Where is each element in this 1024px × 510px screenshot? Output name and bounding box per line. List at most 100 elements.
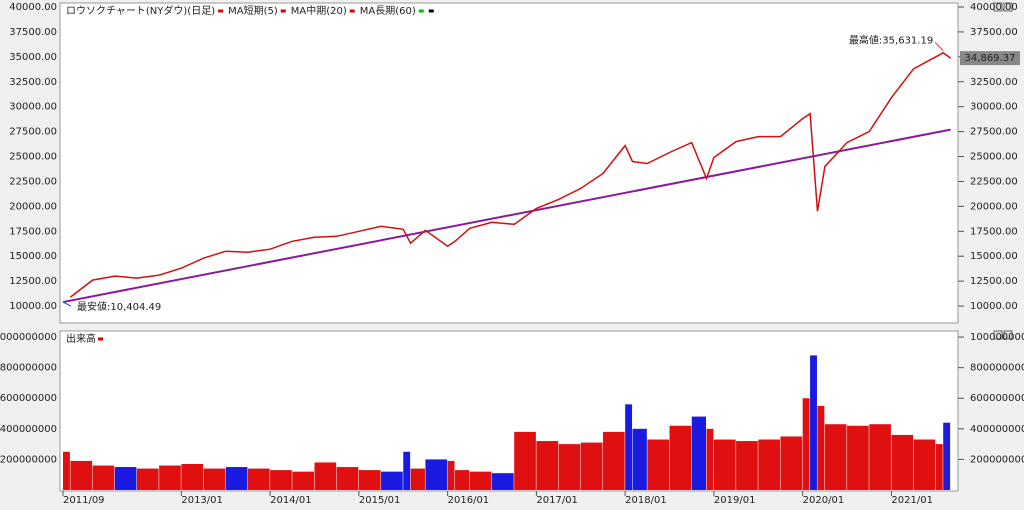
volume-bar — [810, 355, 817, 490]
x-tick-label: 2011/09 — [63, 495, 105, 506]
volume-bar — [92, 465, 115, 490]
panel-button[interactable] — [993, 2, 1003, 12]
annotation-text: 最高値:35,631.19 — [849, 34, 933, 47]
y-tick-label: 10000.00 — [9, 301, 57, 312]
annotation-leader — [62, 301, 72, 307]
y-tick-label: 40000.00 — [9, 2, 57, 13]
y-tick-label: 27500.00 — [9, 127, 57, 138]
volume-bar — [225, 467, 248, 490]
volume-bar — [824, 424, 847, 490]
y-tick-label: 12500.00 — [9, 276, 57, 287]
volume-bar — [706, 428, 714, 490]
x-tick-label: 2019/01 — [714, 495, 756, 506]
volume-bar — [492, 473, 514, 490]
volume-bar — [632, 428, 647, 490]
y-tick-label: 800000000 — [0, 363, 57, 374]
legend-label: MA中期(20) — [291, 4, 347, 17]
x-tick-label: 2021/01 — [891, 495, 933, 506]
x-tick-label: 2020/01 — [803, 495, 845, 506]
volume-title: 出来高 — [66, 332, 96, 345]
volume-bar — [270, 470, 292, 490]
y-tick-label-right: 22500.00 — [970, 176, 1018, 187]
panel-button[interactable] — [1003, 330, 1013, 340]
y-tick-label: 600000000 — [0, 393, 57, 404]
volume-bar — [602, 431, 625, 490]
volume-bar — [802, 398, 810, 490]
last-price-label: 34,869.37 — [965, 53, 1016, 64]
panel-button[interactable] — [993, 330, 1003, 340]
volume-bar — [758, 439, 780, 490]
y-tick-label-right: 17500.00 — [970, 226, 1018, 237]
y-tick-label: 400000000 — [0, 424, 57, 435]
annotation-text: 最安値:10,404.49 — [77, 300, 161, 313]
y-tick-label-right: 32500.00 — [970, 77, 1018, 88]
y-tick-label-right: 12500.00 — [970, 276, 1018, 287]
volume-bar — [847, 425, 869, 490]
volume-bar — [381, 471, 403, 490]
price-panel — [59, 2, 959, 324]
y-tick-label: 200000000 — [0, 454, 57, 465]
volume-bar — [336, 467, 359, 490]
y-tick-label-right: 37500.00 — [970, 27, 1018, 38]
volume-bar — [410, 468, 425, 490]
volume-bar — [247, 468, 270, 490]
volume-bar — [647, 439, 670, 490]
y-tick-label-right: 27500.00 — [970, 127, 1018, 138]
y-tick-label-right: 20000.00 — [970, 201, 1018, 212]
volume-bar — [425, 459, 448, 490]
volume-bar — [447, 460, 455, 490]
y-tick-label: 17500.00 — [9, 226, 57, 237]
y-tick-label: 20000.00 — [9, 201, 57, 212]
trend-line — [62, 128, 951, 304]
volume-bar — [358, 470, 381, 490]
volume-bar — [558, 444, 581, 490]
volume-bar — [159, 465, 181, 490]
y-tick-label-right: 600000000 — [970, 393, 1024, 404]
y-tick-label: 32500.00 — [9, 77, 57, 88]
volume-bar — [63, 451, 70, 490]
x-tick-label: 2017/01 — [536, 495, 578, 506]
volume-bar — [314, 462, 337, 490]
volume-bar — [136, 468, 159, 490]
y-tick-label: 15000.00 — [9, 251, 57, 262]
volume-bar — [203, 468, 226, 490]
volume-bar — [181, 463, 204, 490]
y-tick-label-right: 15000.00 — [970, 251, 1018, 262]
volume-bar — [536, 441, 559, 490]
y-tick-label: 35000.00 — [9, 52, 57, 63]
volume-bar — [736, 441, 758, 490]
volume-bar — [891, 434, 914, 490]
volume-bar — [292, 471, 314, 490]
y-tick-label-right: 30000.00 — [970, 102, 1018, 113]
y-tick-label-right: 400000000 — [970, 424, 1024, 435]
volume-bar — [935, 444, 943, 490]
y-tick-label-right: 1000000000 — [970, 332, 1024, 343]
volume-bar — [469, 471, 492, 490]
volume-bar — [713, 439, 736, 490]
x-tick-label: 2018/01 — [625, 495, 667, 506]
price-line — [69, 51, 952, 298]
volume-bar — [943, 422, 951, 490]
y-tick-label: 37500.00 — [9, 27, 57, 38]
volume-bar — [913, 439, 936, 490]
annotation-leader — [934, 42, 944, 51]
y-tick-label-right: 10000.00 — [970, 301, 1018, 312]
x-tick-label: 2013/01 — [181, 495, 223, 506]
y-tick-label: 22500.00 — [9, 176, 57, 187]
last-price-box — [960, 51, 1020, 66]
y-tick-label: 25000.00 — [9, 152, 57, 163]
volume-bar — [869, 424, 891, 490]
legend-label: ロウソクチャート(NYダウ)(日足) — [66, 4, 215, 17]
legend-label: MA短期(5) — [228, 4, 278, 17]
legend-label: MA長期(60) — [360, 5, 416, 17]
volume-bar — [580, 442, 603, 490]
volume-bar — [780, 436, 803, 490]
y-tick-label-right: 25000.00 — [970, 152, 1018, 163]
y-tick-label: 30000.00 — [9, 102, 57, 113]
x-tick-label: 2015/01 — [359, 495, 401, 506]
volume-bar — [691, 416, 707, 490]
y-tick-label: 1000000000 — [0, 332, 57, 343]
x-tick-label: 2016/01 — [448, 495, 490, 506]
panel-button[interactable] — [1003, 2, 1013, 12]
